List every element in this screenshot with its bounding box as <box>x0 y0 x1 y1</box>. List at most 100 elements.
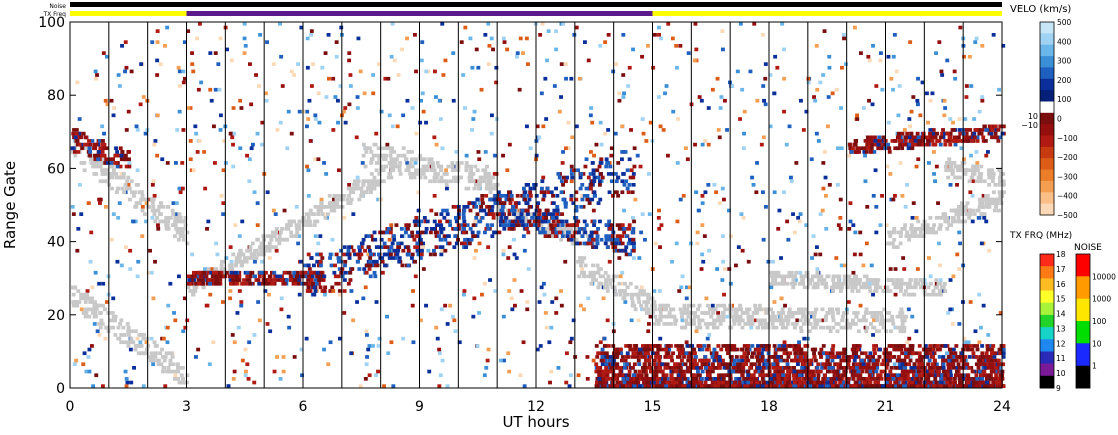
velocity-point <box>416 190 421 195</box>
velocity-point <box>835 183 840 187</box>
velocity-point <box>843 263 848 268</box>
velocity-point <box>631 47 635 52</box>
ground-scatter-point <box>186 285 191 290</box>
velocity-point <box>347 256 352 260</box>
velocity-point <box>459 223 464 227</box>
ground-scatter-point <box>963 205 968 209</box>
velocity-point <box>274 278 279 282</box>
velocity-point <box>318 252 323 257</box>
ground-scatter-point <box>705 311 710 315</box>
ground-scatter-point <box>943 164 948 169</box>
velocity-point <box>486 245 491 249</box>
velocity-point <box>516 223 521 227</box>
velocity-point <box>636 318 641 323</box>
ground-scatter-point <box>769 307 773 312</box>
velocity-point <box>414 69 418 74</box>
velocity-point <box>975 139 980 143</box>
velocity-point <box>152 194 157 198</box>
ground-scatter-point <box>852 278 857 282</box>
velocity-point <box>175 128 180 132</box>
velocity-point <box>126 150 131 154</box>
ground-scatter-point <box>666 303 671 308</box>
ground-scatter-point <box>716 314 721 319</box>
velocity-point <box>749 325 754 330</box>
velocity-point <box>250 281 255 286</box>
ground-scatter-point <box>758 322 762 326</box>
velocity-point <box>387 113 392 118</box>
ground-scatter-point <box>938 216 943 220</box>
velocity-point <box>946 139 951 143</box>
ground-scatter-point <box>174 219 179 224</box>
velocity-point <box>989 131 994 136</box>
velocity-point <box>509 194 514 198</box>
velocity-point <box>658 245 662 249</box>
ground-scatter-point <box>754 307 759 312</box>
ground-scatter-point <box>815 281 820 286</box>
velocity-point <box>620 124 625 129</box>
velocity-point <box>83 135 88 140</box>
velocity-point <box>306 117 311 121</box>
ground-scatter-point <box>661 303 666 308</box>
velocity-point <box>933 142 938 147</box>
ground-scatter-point <box>885 318 890 323</box>
velocity-point <box>80 146 85 151</box>
ground-scatter-point <box>902 329 907 334</box>
ground-scatter-point <box>851 281 856 286</box>
velocity-point <box>775 65 780 70</box>
velocity-point <box>740 87 745 92</box>
velocity-point <box>605 245 610 249</box>
ground-scatter-point <box>862 318 867 323</box>
velocity-point <box>470 230 475 235</box>
velocity-point <box>549 190 554 195</box>
velocity-point <box>346 248 351 253</box>
velocity-point <box>342 311 347 315</box>
ground-scatter-point <box>949 164 954 169</box>
velocity-point <box>190 252 195 257</box>
velocity-point <box>461 227 466 231</box>
ground-scatter-point <box>740 311 745 315</box>
velocity-point <box>343 270 348 275</box>
ground-scatter-point <box>155 216 159 220</box>
velocity-point <box>88 142 93 147</box>
velocity-point <box>317 278 322 282</box>
velocity-point <box>520 194 525 198</box>
ground-scatter-point <box>791 278 796 282</box>
velocity-point <box>313 157 318 162</box>
ground-scatter-point <box>249 256 254 260</box>
ground-scatter-point <box>853 322 858 326</box>
ground-scatter-point <box>371 179 376 184</box>
velocity-point <box>620 241 625 246</box>
velocity-point <box>324 172 329 176</box>
ground-scatter-point <box>842 278 847 282</box>
velocity-point <box>629 168 634 173</box>
velocity-point <box>523 197 527 202</box>
velocity-point <box>561 183 565 187</box>
ground-scatter-point <box>191 292 195 297</box>
velocity-point <box>591 237 596 242</box>
ground-scatter-point <box>680 325 684 330</box>
ground-scatter-point <box>721 318 726 323</box>
velocity-point <box>908 355 913 359</box>
velocity-point <box>818 212 823 216</box>
ground-scatter-point <box>368 179 372 184</box>
velocity-point <box>447 241 452 246</box>
ground-scatter-point <box>274 245 278 249</box>
ground-scatter-point <box>83 314 88 319</box>
ground-scatter-point <box>879 318 884 323</box>
ground-scatter-point <box>161 369 165 374</box>
velocity-point <box>473 219 477 224</box>
ground-scatter-point <box>902 292 907 297</box>
velocity-point <box>434 212 439 216</box>
ground-scatter-point <box>715 325 720 330</box>
ground-scatter-point <box>367 146 372 151</box>
ground-scatter-point <box>748 322 753 326</box>
velocity-point <box>791 212 795 216</box>
velocity-point <box>103 98 108 103</box>
velocity-point <box>977 109 982 114</box>
velocity-point <box>108 157 113 162</box>
ground-scatter-point <box>882 307 887 312</box>
ground-scatter-point <box>444 183 449 187</box>
ground-scatter-point <box>164 351 169 356</box>
velocity-point <box>588 241 593 246</box>
velocity-point <box>230 135 235 140</box>
